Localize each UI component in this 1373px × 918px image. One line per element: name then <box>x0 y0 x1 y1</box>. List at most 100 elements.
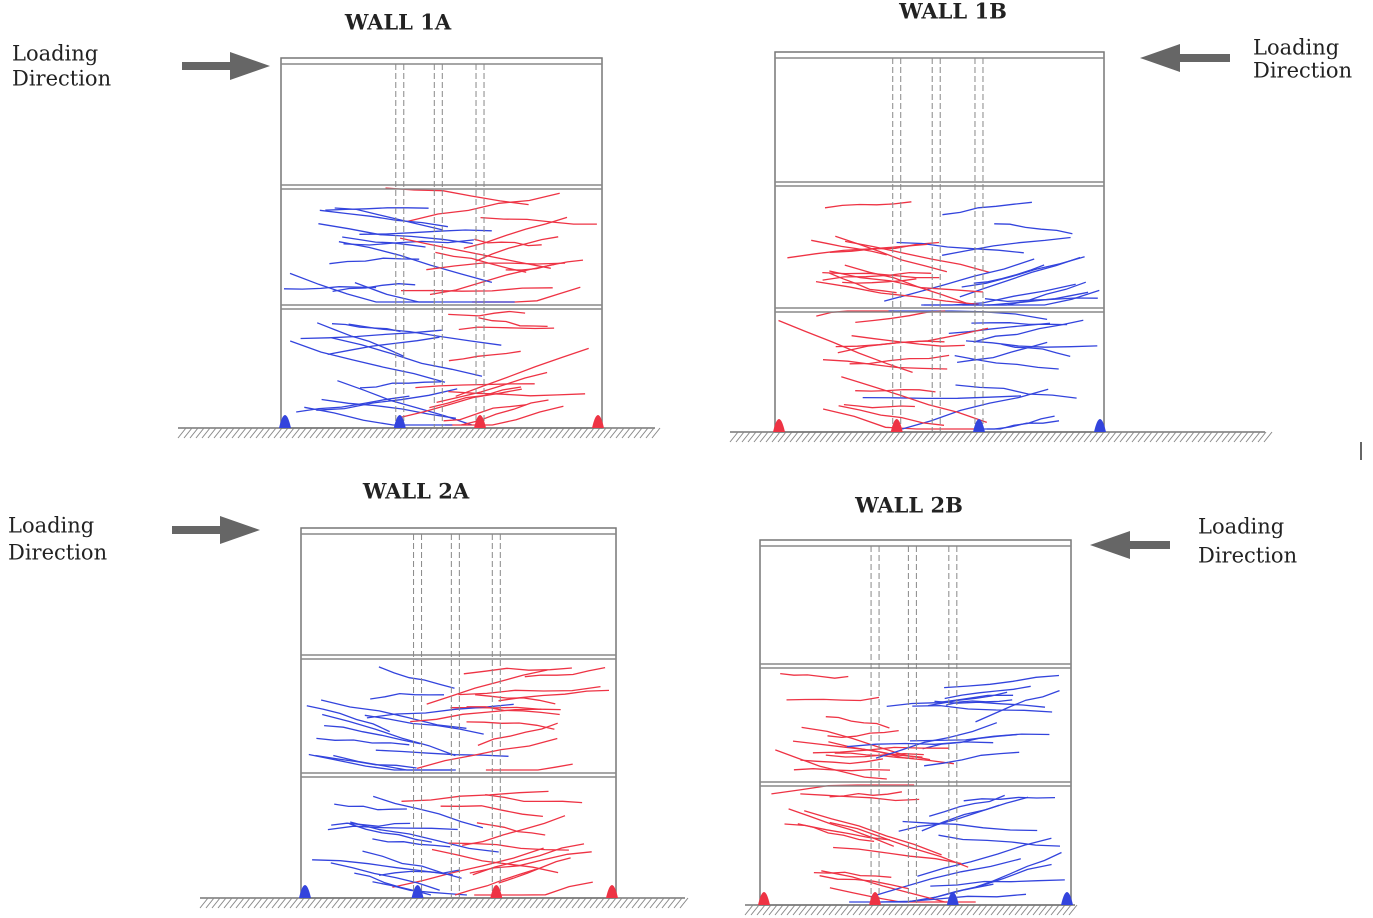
crack <box>966 341 1097 347</box>
crack <box>392 848 543 887</box>
crack <box>921 284 1075 305</box>
wall-panel: WALL 2A Loading Direction <box>8 479 688 909</box>
wall-frame <box>760 540 1071 905</box>
crack <box>816 282 979 305</box>
loading-label: Direction <box>12 67 111 91</box>
loading-arrow <box>182 52 270 80</box>
loading-arrow <box>1090 531 1170 559</box>
crack <box>804 811 941 855</box>
crack <box>825 202 911 208</box>
wall-frame <box>301 528 616 898</box>
crack <box>461 400 548 425</box>
crack <box>449 351 521 360</box>
loading-label: Loading <box>12 42 98 66</box>
crack <box>400 389 522 418</box>
crack <box>448 312 525 316</box>
ground-hatch <box>745 905 1077 915</box>
crack <box>855 390 935 392</box>
crack <box>839 406 944 426</box>
wall-title: WALL 1A <box>344 10 452 35</box>
crack <box>485 795 582 803</box>
crack <box>379 667 455 688</box>
crack <box>464 668 572 674</box>
wall-frame <box>775 52 1104 432</box>
crack <box>437 373 547 403</box>
crack <box>334 804 407 810</box>
crack <box>787 697 880 700</box>
crack <box>844 405 915 408</box>
crack <box>955 356 1059 369</box>
wall-title: WALL 2A <box>362 479 470 504</box>
loading-label: Loading <box>1198 515 1284 539</box>
wall-title: WALL 1B <box>898 0 1007 24</box>
crack <box>994 224 1072 234</box>
wall-title: WALL 2B <box>854 493 963 518</box>
crack <box>833 848 961 864</box>
crack <box>331 338 482 376</box>
crack <box>301 330 442 338</box>
crack <box>312 860 453 875</box>
wall-panel: WALL 2B Loading Direction <box>745 493 1297 916</box>
crack <box>957 342 1047 362</box>
crack <box>845 241 989 272</box>
crack <box>850 355 950 363</box>
crack <box>780 674 848 679</box>
crack <box>794 769 890 771</box>
crack <box>458 687 600 695</box>
crack <box>339 242 492 283</box>
crack <box>826 717 890 728</box>
crack <box>359 230 491 234</box>
crack <box>775 750 887 779</box>
loading-label: Loading <box>8 514 94 538</box>
crack <box>373 796 483 827</box>
wall-panel: WALL 1A LoadingDirection <box>12 10 660 439</box>
crack <box>876 723 997 758</box>
crack <box>942 202 1032 214</box>
crack <box>472 287 580 302</box>
crack <box>478 318 547 327</box>
crack <box>800 794 919 801</box>
loading-label: Direction <box>1198 544 1297 568</box>
loading-label: Direction <box>1253 59 1352 83</box>
crack <box>942 238 1071 256</box>
crack <box>924 752 1019 766</box>
crack <box>459 327 554 329</box>
loading-label: Direction <box>8 541 107 565</box>
crack <box>835 236 947 271</box>
crack <box>309 755 451 771</box>
figure: WALL 1ALoadingDirectionWALL 1BLoadingDir… <box>0 0 1373 918</box>
crack <box>912 706 1052 712</box>
ground-hatch <box>200 898 688 908</box>
loading-arrow <box>172 516 260 544</box>
crack <box>971 323 1067 325</box>
crack <box>316 738 409 744</box>
crack <box>402 791 549 801</box>
crack <box>820 876 909 889</box>
crack <box>370 694 444 699</box>
crack <box>322 715 455 756</box>
crack <box>467 722 555 729</box>
crack <box>486 764 573 770</box>
crack <box>910 734 1049 741</box>
crack <box>964 797 1055 800</box>
crack <box>944 676 1059 688</box>
crack <box>499 690 610 700</box>
crack <box>800 759 883 764</box>
crack <box>441 806 543 817</box>
crack <box>435 252 526 272</box>
crack <box>475 237 558 261</box>
crack <box>329 258 419 264</box>
crack <box>789 809 894 846</box>
crack <box>841 377 987 423</box>
loading-label: Loading <box>1253 36 1339 60</box>
crack <box>331 823 410 826</box>
crack <box>863 396 1021 399</box>
crack <box>320 210 448 226</box>
ground-hatch <box>730 432 1272 442</box>
crack <box>871 859 1021 897</box>
wall-frame <box>281 58 602 428</box>
crack <box>372 839 450 847</box>
crack <box>328 826 458 829</box>
crack <box>481 218 597 225</box>
